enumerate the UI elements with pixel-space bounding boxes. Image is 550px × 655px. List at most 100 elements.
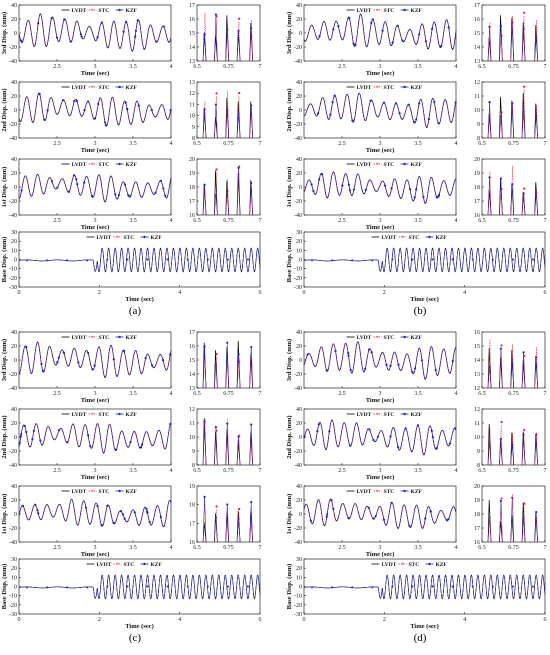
marker-kzf — [337, 25, 340, 28]
marker-kzf — [370, 351, 373, 354]
x-tick-label: 2.5 — [338, 64, 346, 70]
x-tick-label: 4 — [178, 617, 181, 623]
series-stc — [487, 165, 538, 216]
marker-kzf — [437, 122, 440, 125]
y-tick-label: 14 — [189, 372, 195, 378]
x-tick-label: 7 — [544, 141, 547, 147]
legend-marker-kzf — [403, 412, 406, 416]
subplot-base: 0 2 4 6 30 20 10 0 -10 -20 -30 Time (sec) Base Disp.… — [1, 230, 262, 303]
marker-kzf — [331, 259, 334, 262]
x-tick-label: 4 — [455, 391, 458, 397]
legend-label-kzf: KZF — [435, 562, 447, 568]
series-kzf — [303, 247, 546, 272]
x-tick-label: 2.5 — [338, 468, 346, 474]
series-kzf — [18, 92, 172, 126]
marker-kzf — [104, 121, 107, 124]
marker-kzf — [383, 184, 387, 187]
legend-label-lvdt: LVDT — [72, 85, 87, 91]
subplot-floor2_zoom: 6.5 6.75 7 13 12 11 10 9 8 — [189, 80, 262, 147]
y-tick-label: -30 — [294, 612, 302, 618]
x-tick-label: 6.75 — [508, 141, 519, 147]
legend-label-kzf: KZF — [126, 412, 138, 418]
marker-kzf — [91, 368, 94, 371]
legend-label-lvdt: LVDT — [72, 412, 87, 418]
y-tick-label: 30 — [296, 230, 302, 236]
marker-kzf — [66, 441, 69, 444]
marker-kzf — [114, 193, 117, 196]
marker-stc — [215, 168, 218, 171]
x-tick-label: 3 — [379, 218, 382, 224]
series-kzf — [303, 171, 457, 204]
series-lvdt — [303, 13, 457, 50]
marker-kzf — [404, 427, 407, 430]
marker-kzf — [511, 585, 514, 588]
marker-kzf — [316, 430, 319, 433]
marker-kzf — [26, 586, 29, 589]
legend-marker-stc: * — [91, 9, 94, 14]
x-tick-label: 4 — [170, 545, 173, 551]
y-tick-label: 16 — [189, 344, 195, 350]
plot-frame — [303, 81, 457, 139]
x-tick-label: 2.5 — [53, 64, 61, 70]
marker-kzf — [391, 258, 394, 261]
y-tick-label: 8 — [477, 463, 480, 469]
marker-stc — [238, 360, 241, 363]
y-tick-label: 40 — [296, 484, 302, 490]
marker-kzf — [79, 33, 82, 36]
legend-marker-stc: * — [376, 413, 379, 418]
y-tick-label: 19 — [189, 171, 195, 177]
x-tick-label: 7 — [259, 64, 262, 70]
plot-frame — [18, 485, 172, 543]
marker-kzf — [126, 585, 129, 588]
marker-kzf — [76, 183, 79, 186]
panel-caption: (c) — [129, 632, 142, 644]
marker-stc — [500, 497, 503, 500]
y-tick-label: -20 — [9, 199, 17, 205]
marker-kzf — [312, 189, 315, 193]
series-stc — [202, 169, 253, 216]
y-tick-label: 10 — [296, 575, 302, 581]
y-tick-label: 0 — [14, 358, 17, 364]
marker-kzf — [531, 585, 534, 588]
marker-kzf — [330, 499, 333, 502]
legend-label-stc: STC — [99, 162, 110, 168]
marker-kzf — [306, 353, 309, 356]
subplot-floor1_main: 2.5 3 3.5 4 40 20 0 -20 -40 Time (sec) 1st Disp. (… — [286, 157, 458, 231]
x-tick-label: 7 — [259, 141, 262, 147]
y-tick-label: 14 — [474, 358, 480, 364]
marker-stc — [500, 344, 503, 347]
marker-kzf — [451, 585, 454, 588]
marker-stc — [523, 85, 526, 88]
x-tick-label: 3 — [379, 64, 382, 70]
marker-kzf — [453, 427, 457, 430]
legend-label-stc: STC — [99, 412, 110, 418]
y-tick-label: 13 — [189, 80, 195, 86]
x-tick-label: 4 — [170, 391, 173, 397]
legend-label-kzf: KZF — [411, 412, 423, 418]
y-tick-label: -10 — [294, 594, 302, 600]
marker-kzf — [161, 359, 165, 362]
y-tick-label: 16 — [474, 330, 480, 336]
y-tick-label: 30 — [296, 557, 302, 563]
y-axis-label: Base Disp. (mm) — [1, 237, 8, 283]
marker-kzf — [93, 364, 96, 367]
y-tick-label: 40 — [296, 407, 302, 413]
marker-kzf — [55, 36, 59, 39]
y-tick-label: 20 — [11, 171, 17, 177]
panel-caption: (b) — [414, 305, 427, 317]
x-tick-label: 3.5 — [129, 391, 137, 397]
subplot-base: 0 2 4 6 30 20 10 0 -10 -20 -30 Time (sec) Base Disp.… — [1, 557, 262, 630]
series-stc — [487, 494, 538, 543]
marker-kzf — [451, 359, 454, 363]
y-tick-label: 30 — [11, 230, 17, 236]
series-kzf — [487, 434, 538, 466]
legend-label-stc: STC — [384, 489, 395, 495]
series-stc — [202, 90, 253, 139]
x-tick-label: 6.5 — [193, 391, 201, 397]
legend-label-stc: STC — [123, 562, 134, 568]
legend-label-lvdt: LVDT — [72, 8, 87, 14]
marker-kzf — [89, 444, 92, 448]
marker-kzf — [119, 509, 123, 513]
x-tick-label: 7 — [544, 545, 547, 551]
y-tick-label: 17 — [189, 521, 195, 527]
